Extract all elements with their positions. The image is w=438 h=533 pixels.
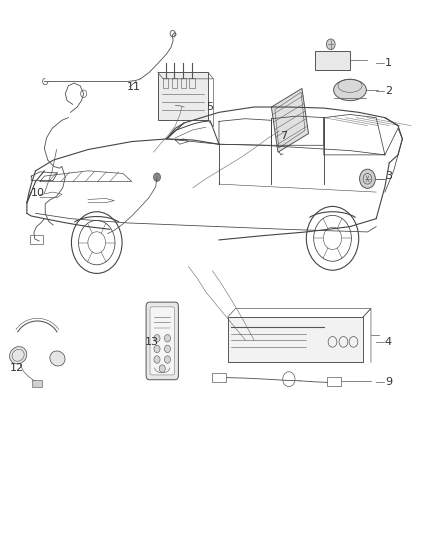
- Circle shape: [360, 169, 375, 188]
- FancyBboxPatch shape: [32, 379, 42, 387]
- Circle shape: [153, 173, 160, 181]
- Circle shape: [154, 356, 160, 364]
- FancyBboxPatch shape: [315, 51, 350, 70]
- Text: 12: 12: [10, 362, 24, 373]
- Ellipse shape: [10, 346, 27, 364]
- Text: 3: 3: [385, 171, 392, 181]
- Text: 1: 1: [385, 58, 392, 68]
- FancyBboxPatch shape: [158, 72, 208, 120]
- Text: 2: 2: [385, 86, 392, 96]
- Circle shape: [154, 335, 160, 342]
- Polygon shape: [272, 88, 308, 152]
- Text: 5: 5: [206, 102, 213, 112]
- Text: 9: 9: [385, 377, 392, 387]
- FancyBboxPatch shape: [212, 373, 226, 382]
- Text: 4: 4: [385, 337, 392, 347]
- Circle shape: [326, 39, 335, 50]
- Text: 13: 13: [145, 337, 159, 347]
- Circle shape: [159, 365, 165, 372]
- Text: 7: 7: [280, 131, 287, 141]
- FancyBboxPatch shape: [146, 302, 178, 379]
- Circle shape: [164, 356, 170, 364]
- FancyBboxPatch shape: [327, 376, 341, 386]
- Text: 11: 11: [127, 82, 141, 92]
- Circle shape: [154, 345, 160, 353]
- Text: 10: 10: [30, 188, 44, 198]
- FancyBboxPatch shape: [228, 317, 363, 362]
- Ellipse shape: [50, 351, 65, 366]
- FancyBboxPatch shape: [150, 307, 174, 375]
- Ellipse shape: [334, 79, 366, 101]
- Circle shape: [164, 345, 170, 353]
- FancyBboxPatch shape: [30, 235, 42, 244]
- Circle shape: [164, 335, 170, 342]
